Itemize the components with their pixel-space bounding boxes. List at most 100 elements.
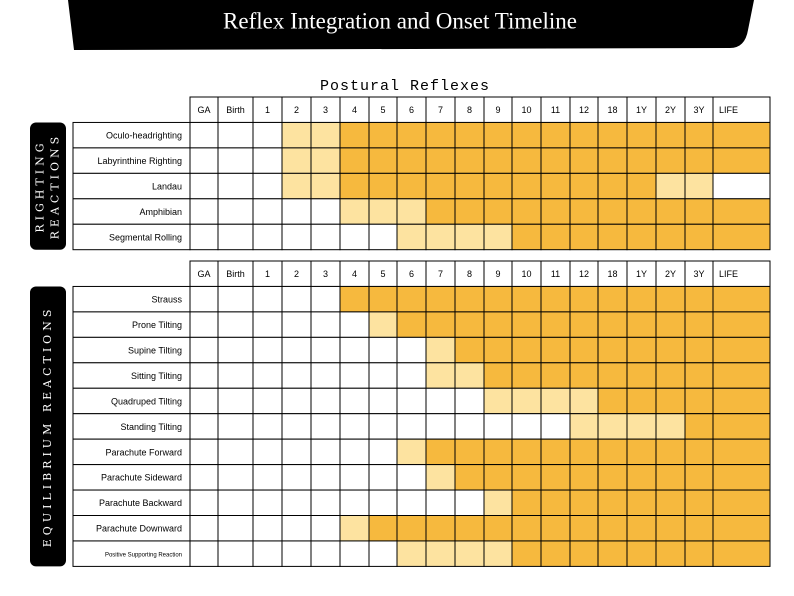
timeline-cell — [217, 198, 254, 225]
timeline-cell — [252, 172, 283, 200]
timeline-cell — [339, 464, 370, 491]
timeline-cell — [339, 540, 370, 567]
timeline-cell — [339, 198, 370, 225]
timeline-cell — [396, 336, 427, 364]
timeline-cell — [712, 464, 771, 491]
timeline-cell — [540, 540, 571, 567]
timeline-cell — [655, 362, 686, 389]
timeline-cell — [454, 413, 485, 440]
timeline-cell — [217, 464, 254, 491]
timeline-cell — [684, 413, 714, 440]
timeline-cell — [684, 121, 714, 149]
timeline-cell — [189, 387, 219, 415]
timeline-cell — [569, 172, 599, 200]
timeline-cell — [684, 285, 714, 313]
row-label: Oculo-headrighting — [106, 131, 182, 141]
timeline-cell — [597, 540, 628, 567]
timeline-cell — [425, 387, 456, 415]
timeline-cell — [368, 413, 398, 440]
row-label-cell — [72, 121, 191, 149]
timeline-cell — [511, 540, 542, 567]
timeline-cell — [626, 198, 657, 225]
timeline-cell — [483, 464, 513, 491]
timeline-cell — [310, 438, 341, 466]
timeline-cell — [483, 387, 513, 415]
timeline-cell — [189, 336, 219, 364]
timeline-cell — [425, 515, 456, 542]
timeline-cell — [483, 438, 513, 466]
row-label-cell — [72, 438, 191, 466]
timeline-cell — [396, 413, 427, 440]
timeline-cell — [684, 147, 714, 174]
section-tab — [30, 286, 66, 567]
timeline-cell — [626, 285, 657, 313]
timeline-cell — [540, 336, 571, 364]
header-label: 5 — [380, 269, 385, 279]
timeline-cell — [597, 362, 628, 389]
timeline-cell — [569, 362, 599, 389]
timeline-cell — [281, 311, 312, 338]
header-label: 4 — [352, 105, 357, 115]
timeline-cell — [252, 413, 283, 440]
timeline-cell — [425, 147, 456, 174]
timeline-cell — [454, 198, 485, 225]
timeline-cell — [597, 172, 628, 200]
timeline-cell — [569, 223, 599, 251]
timeline-cell — [655, 147, 686, 174]
timeline-cell — [454, 540, 485, 567]
row-label: Prone Tilting — [132, 320, 182, 330]
timeline-cell — [655, 413, 686, 440]
timeline-cell — [189, 489, 219, 516]
timeline-cell — [569, 387, 599, 415]
row-label-cell — [72, 285, 191, 313]
timeline-cell — [569, 540, 599, 567]
section-label: EQUILIBRIUM REACTIONS — [41, 306, 54, 548]
timeline-cell — [310, 413, 341, 440]
timeline-cell — [626, 362, 657, 389]
timeline-cell — [597, 121, 628, 149]
timeline-cell — [454, 387, 485, 415]
timeline-cell — [597, 438, 628, 466]
timeline-cell — [189, 362, 219, 389]
timeline-cell — [310, 464, 341, 491]
header-label: 18 — [607, 269, 617, 279]
header-cell — [684, 96, 714, 123]
timeline-cell — [569, 438, 599, 466]
timeline-cell — [540, 147, 571, 174]
timeline-cell — [626, 413, 657, 440]
timeline-cell — [569, 121, 599, 149]
timeline-cell — [339, 438, 370, 466]
header-cell — [597, 96, 628, 123]
timeline-cell — [281, 172, 312, 200]
row-label-cell — [72, 515, 191, 542]
timeline-cell — [569, 285, 599, 313]
timeline-cell — [425, 121, 456, 149]
timeline-cell — [483, 489, 513, 516]
timeline-cell — [454, 362, 485, 389]
timeline-cell — [281, 489, 312, 516]
title-banner — [68, 0, 754, 50]
timeline-cell — [454, 172, 485, 200]
timeline-cell — [189, 540, 219, 567]
row-label-cell — [72, 336, 191, 364]
timeline-cell — [626, 387, 657, 415]
timeline-cell — [712, 336, 771, 364]
timeline-cell — [217, 362, 254, 389]
timeline-cell — [252, 540, 283, 567]
row-label: Labyrinthine Righting — [97, 156, 182, 166]
timeline-cell — [712, 147, 771, 174]
timeline-cell — [655, 515, 686, 542]
timeline-cell — [189, 311, 219, 338]
header-label: 2 — [294, 105, 299, 115]
header-label: 9 — [495, 105, 500, 115]
timeline-cell — [339, 311, 370, 338]
row-label: Parachute Backward — [99, 498, 182, 508]
timeline-cell — [281, 438, 312, 466]
header-cell — [569, 96, 599, 123]
timeline-cell — [425, 489, 456, 516]
header-label: 11 — [551, 105, 560, 115]
timeline-cell — [483, 336, 513, 364]
timeline-cell — [511, 413, 542, 440]
timeline-cell — [626, 336, 657, 364]
timeline-cell — [511, 362, 542, 389]
